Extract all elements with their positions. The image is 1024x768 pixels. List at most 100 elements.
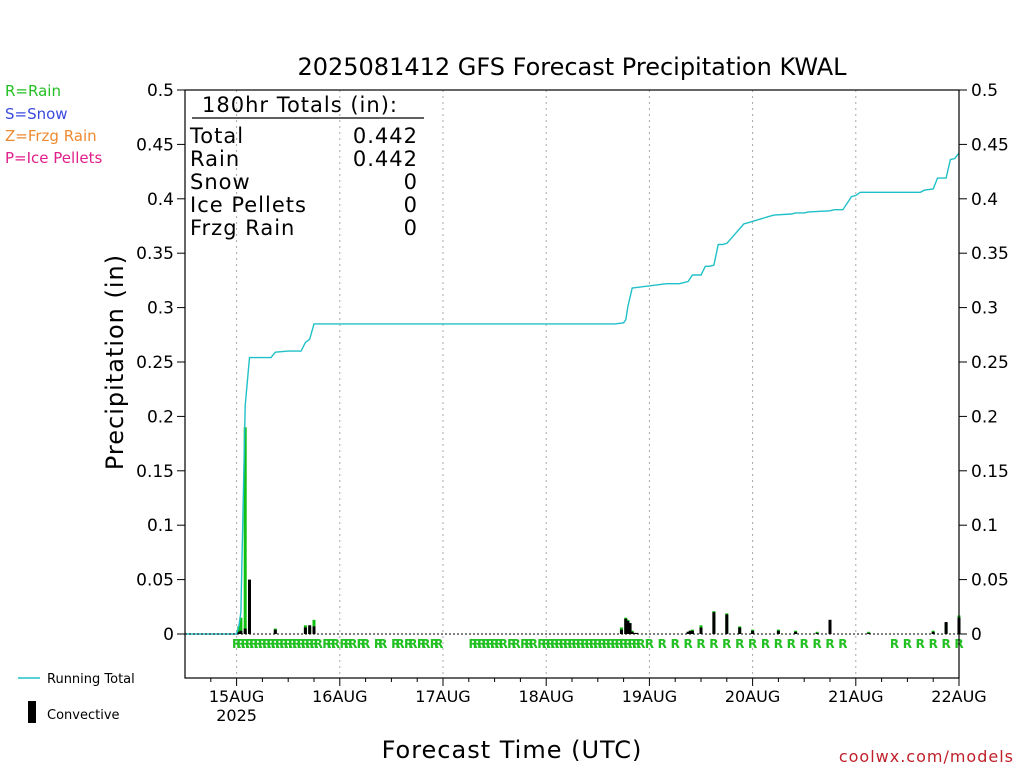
y-tick-label-right: 0.05 — [971, 571, 1009, 591]
y-tick-label-left: 0.5 — [147, 81, 174, 101]
precip-type-marker: R — [361, 637, 370, 651]
precip-type-marker: R — [658, 637, 667, 651]
precip-type-marker: R — [619, 637, 628, 651]
precip-type-marker: R — [395, 637, 404, 651]
y-tick-label-left: 0.15 — [136, 462, 174, 482]
precip-type-marker: R — [554, 637, 563, 651]
convective-bar — [686, 631, 690, 634]
y-tick-label-left: 0.25 — [136, 353, 174, 373]
precip-type-marker: R — [262, 637, 271, 651]
precip-type-marker: R — [563, 637, 572, 651]
y-tick-label-right: 0.1 — [971, 516, 998, 536]
bars — [237, 427, 961, 634]
precip-type-marker: R — [284, 637, 293, 651]
convective-bar — [312, 626, 316, 634]
precip-type-marker: R — [929, 637, 938, 651]
precip-type-marker: R — [378, 637, 387, 651]
precip-type-marker: R — [327, 637, 336, 651]
precip-type-marker: R — [696, 637, 705, 651]
precip-type-marker: R — [748, 637, 757, 651]
precip-type-marker: R — [812, 637, 821, 651]
precip-type-marker: R — [344, 637, 353, 651]
totals-box: 180hr Totals (in): Total 0.442 Rain 0.44… — [189, 93, 424, 240]
precip-type-marker: R — [408, 637, 417, 651]
precip-type-marker: R — [593, 637, 602, 651]
convective-bar — [308, 625, 312, 634]
precip-type-marker: R — [301, 637, 310, 651]
precip-type-marker: R — [481, 637, 490, 651]
y-tick-label-right: 0.35 — [971, 244, 1009, 264]
x-tick-label-17aug: 17AUG — [415, 687, 470, 706]
precip-type-marker: R — [258, 637, 267, 651]
precip-type-marker: R — [499, 637, 508, 651]
precip-type-marker: R — [628, 637, 637, 651]
precip-type-marker: R — [477, 637, 486, 651]
convective-bar — [239, 630, 243, 634]
precip-type-marker: R — [232, 637, 241, 651]
precip-type-marker: R — [632, 637, 641, 651]
convective-bar — [273, 629, 277, 634]
totals-label-snow: Snow — [190, 170, 251, 194]
convective-bar — [690, 630, 694, 634]
precip-type-marker: R — [421, 637, 430, 651]
precip-type-marker: R — [683, 637, 692, 651]
legend-running-total-label: Running Total — [47, 672, 135, 687]
precip-type-marker: R — [580, 637, 589, 651]
precip-type-marker: R — [602, 637, 611, 651]
precip-type-marker: R — [490, 637, 499, 651]
convective-bar — [635, 632, 638, 634]
plot-frame — [184, 89, 960, 679]
y-tick-label-right: 0.25 — [971, 353, 1009, 373]
totals-label-rain: Rain — [190, 147, 240, 171]
precip-type-marker: R — [241, 637, 250, 651]
precip-type-marker: R — [417, 637, 426, 651]
precip-type-marker: R — [589, 637, 598, 651]
precip-type-marker: R — [787, 637, 796, 651]
totals-value-total: 0.442 — [353, 124, 418, 148]
precip-type-marker: R — [546, 637, 555, 651]
y-tick-label-right: 0.5 — [971, 81, 998, 101]
precip-type-marker: R — [774, 637, 783, 651]
precip-type-marker: R — [296, 637, 305, 651]
totals-value-snow: 0 — [404, 170, 418, 194]
precip-type-marker: R — [645, 637, 654, 651]
precip-type-marker: R — [305, 637, 314, 651]
convective-bar — [237, 631, 241, 634]
precip-type-marker: R — [253, 637, 262, 651]
precip-type-marker: R — [615, 637, 624, 651]
convective-bar — [630, 631, 634, 634]
convective-bar — [828, 619, 832, 634]
precip-type-marker: R — [941, 637, 950, 651]
total-precip-bar — [237, 626, 241, 634]
precip-type-marker: R — [838, 637, 847, 651]
totals-value-rain: 0.442 — [353, 147, 418, 171]
precip-type-marker: R — [550, 637, 559, 651]
precip-type-marker: R — [671, 637, 680, 651]
axes: 0 00.05 0.050.1 0.10.15 0.150.2 0.20.25 0.250.… — [136, 81, 1009, 725]
convective-bar — [628, 623, 632, 634]
totals-label-total: Total — [189, 124, 244, 148]
x-tick-label-18aug: 18AUG — [518, 687, 573, 706]
precip-type-marker: R — [494, 637, 503, 651]
precip-type-marker: R — [576, 637, 585, 651]
precip-type-marker: R — [288, 637, 297, 651]
precip-type-marker: R — [468, 637, 477, 651]
convective-bar — [738, 627, 742, 634]
precip-type-marker: R — [473, 637, 482, 651]
precip-type-marker: R — [606, 637, 615, 651]
convective-bar — [944, 622, 948, 634]
precip-type-marker: R — [322, 637, 331, 651]
convective-bar — [619, 629, 623, 634]
convective-bar — [688, 630, 692, 634]
running-total-line — [185, 152, 960, 635]
precip-type-marker: R — [309, 637, 318, 651]
precip-type-marker: R — [275, 637, 284, 651]
precip-type-marker: R — [339, 637, 348, 651]
convective-bar — [243, 628, 247, 634]
precip-type-marker: R — [800, 637, 809, 651]
convective-bar — [626, 620, 630, 634]
precip-type-marker: R — [761, 637, 770, 651]
y-tick-label-left: 0.05 — [136, 571, 174, 591]
precip-type-marker: R — [279, 637, 288, 651]
precip-type-marker: R — [735, 637, 744, 651]
